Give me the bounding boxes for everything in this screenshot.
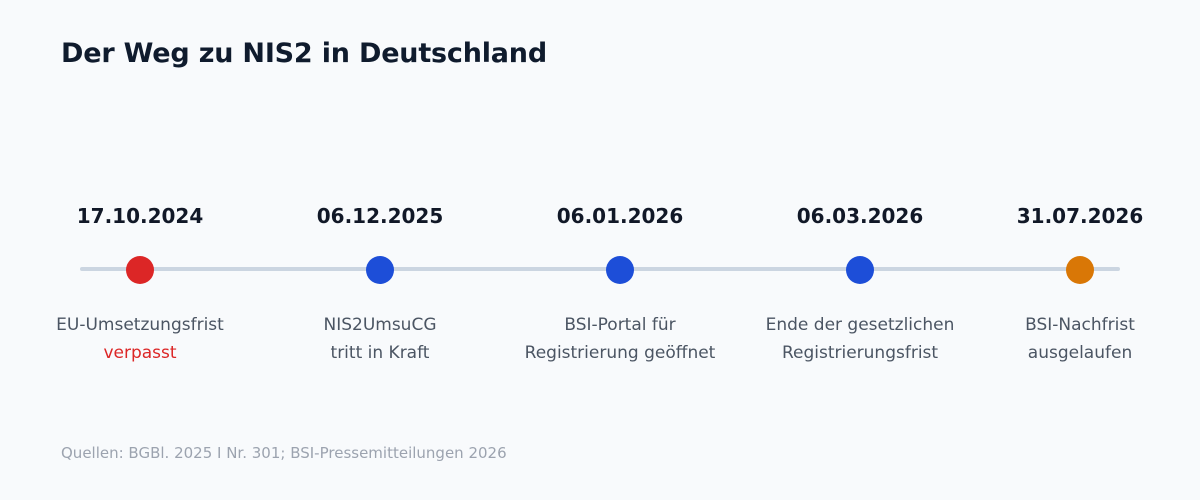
source-note: Quellen: BGBl. 2025 I Nr. 301; BSI-Press… <box>61 444 507 462</box>
milestone-label-line: tritt in Kraft <box>330 343 430 363</box>
milestone-dot <box>126 256 154 284</box>
milestone: 31.07.2026 BSI-Nachfrist ausgelaufen <box>960 0 1200 500</box>
milestone-dot <box>366 256 394 284</box>
milestone-label: EU-Umsetzungsfrist verpasst <box>20 311 260 367</box>
milestone-label-line: Registrierungsfrist <box>781 343 939 363</box>
milestone-status-text: verpasst <box>103 343 177 363</box>
milestone-label: NIS2UmsuCG tritt in Kraft <box>260 311 500 367</box>
timeline-track <box>80 267 1120 271</box>
page-title: Der Weg zu NIS2 in Deutschland <box>61 38 547 69</box>
milestone-label-line: ausgelaufen <box>1027 343 1133 363</box>
milestone-label: BSI-Nachfrist ausgelaufen <box>960 311 1200 367</box>
milestone-label-line: BSI-Portal für <box>564 315 676 335</box>
milestone-dot <box>606 256 634 284</box>
milestone-label-line: EU-Umsetzungsfrist <box>56 315 224 335</box>
milestone-label-line: BSI-Nachfrist <box>1025 315 1135 335</box>
milestone-dot <box>846 256 874 284</box>
milestone-label-line: Ende der gesetzlichen <box>765 315 955 335</box>
milestone: 17.10.2024 EU-Umsetzungsfrist verpasst <box>20 0 260 500</box>
milestone: 06.03.2026 Ende der gesetzlichen Registr… <box>740 0 980 500</box>
milestone-label-line: Registrierung geöffnet <box>524 343 716 363</box>
milestone-date: 06.01.2026 <box>556 204 684 228</box>
milestone-date: 06.12.2025 <box>316 204 444 228</box>
milestone: 06.01.2026 BSI-Portal für Registrierung … <box>500 0 740 500</box>
milestone-label-line: NIS2UmsuCG <box>323 315 437 335</box>
milestone-label: BSI-Portal für Registrierung geöffnet <box>500 311 740 367</box>
milestone-date: 31.07.2026 <box>1016 204 1144 228</box>
milestone-date: 06.03.2026 <box>796 204 924 228</box>
milestone-date: 17.10.2024 <box>76 204 204 228</box>
milestone-dot <box>1066 256 1094 284</box>
milestone: 06.12.2025 NIS2UmsuCG tritt in Kraft <box>260 0 500 500</box>
milestone-label: Ende der gesetzlichen Registrierungsfris… <box>740 311 980 367</box>
